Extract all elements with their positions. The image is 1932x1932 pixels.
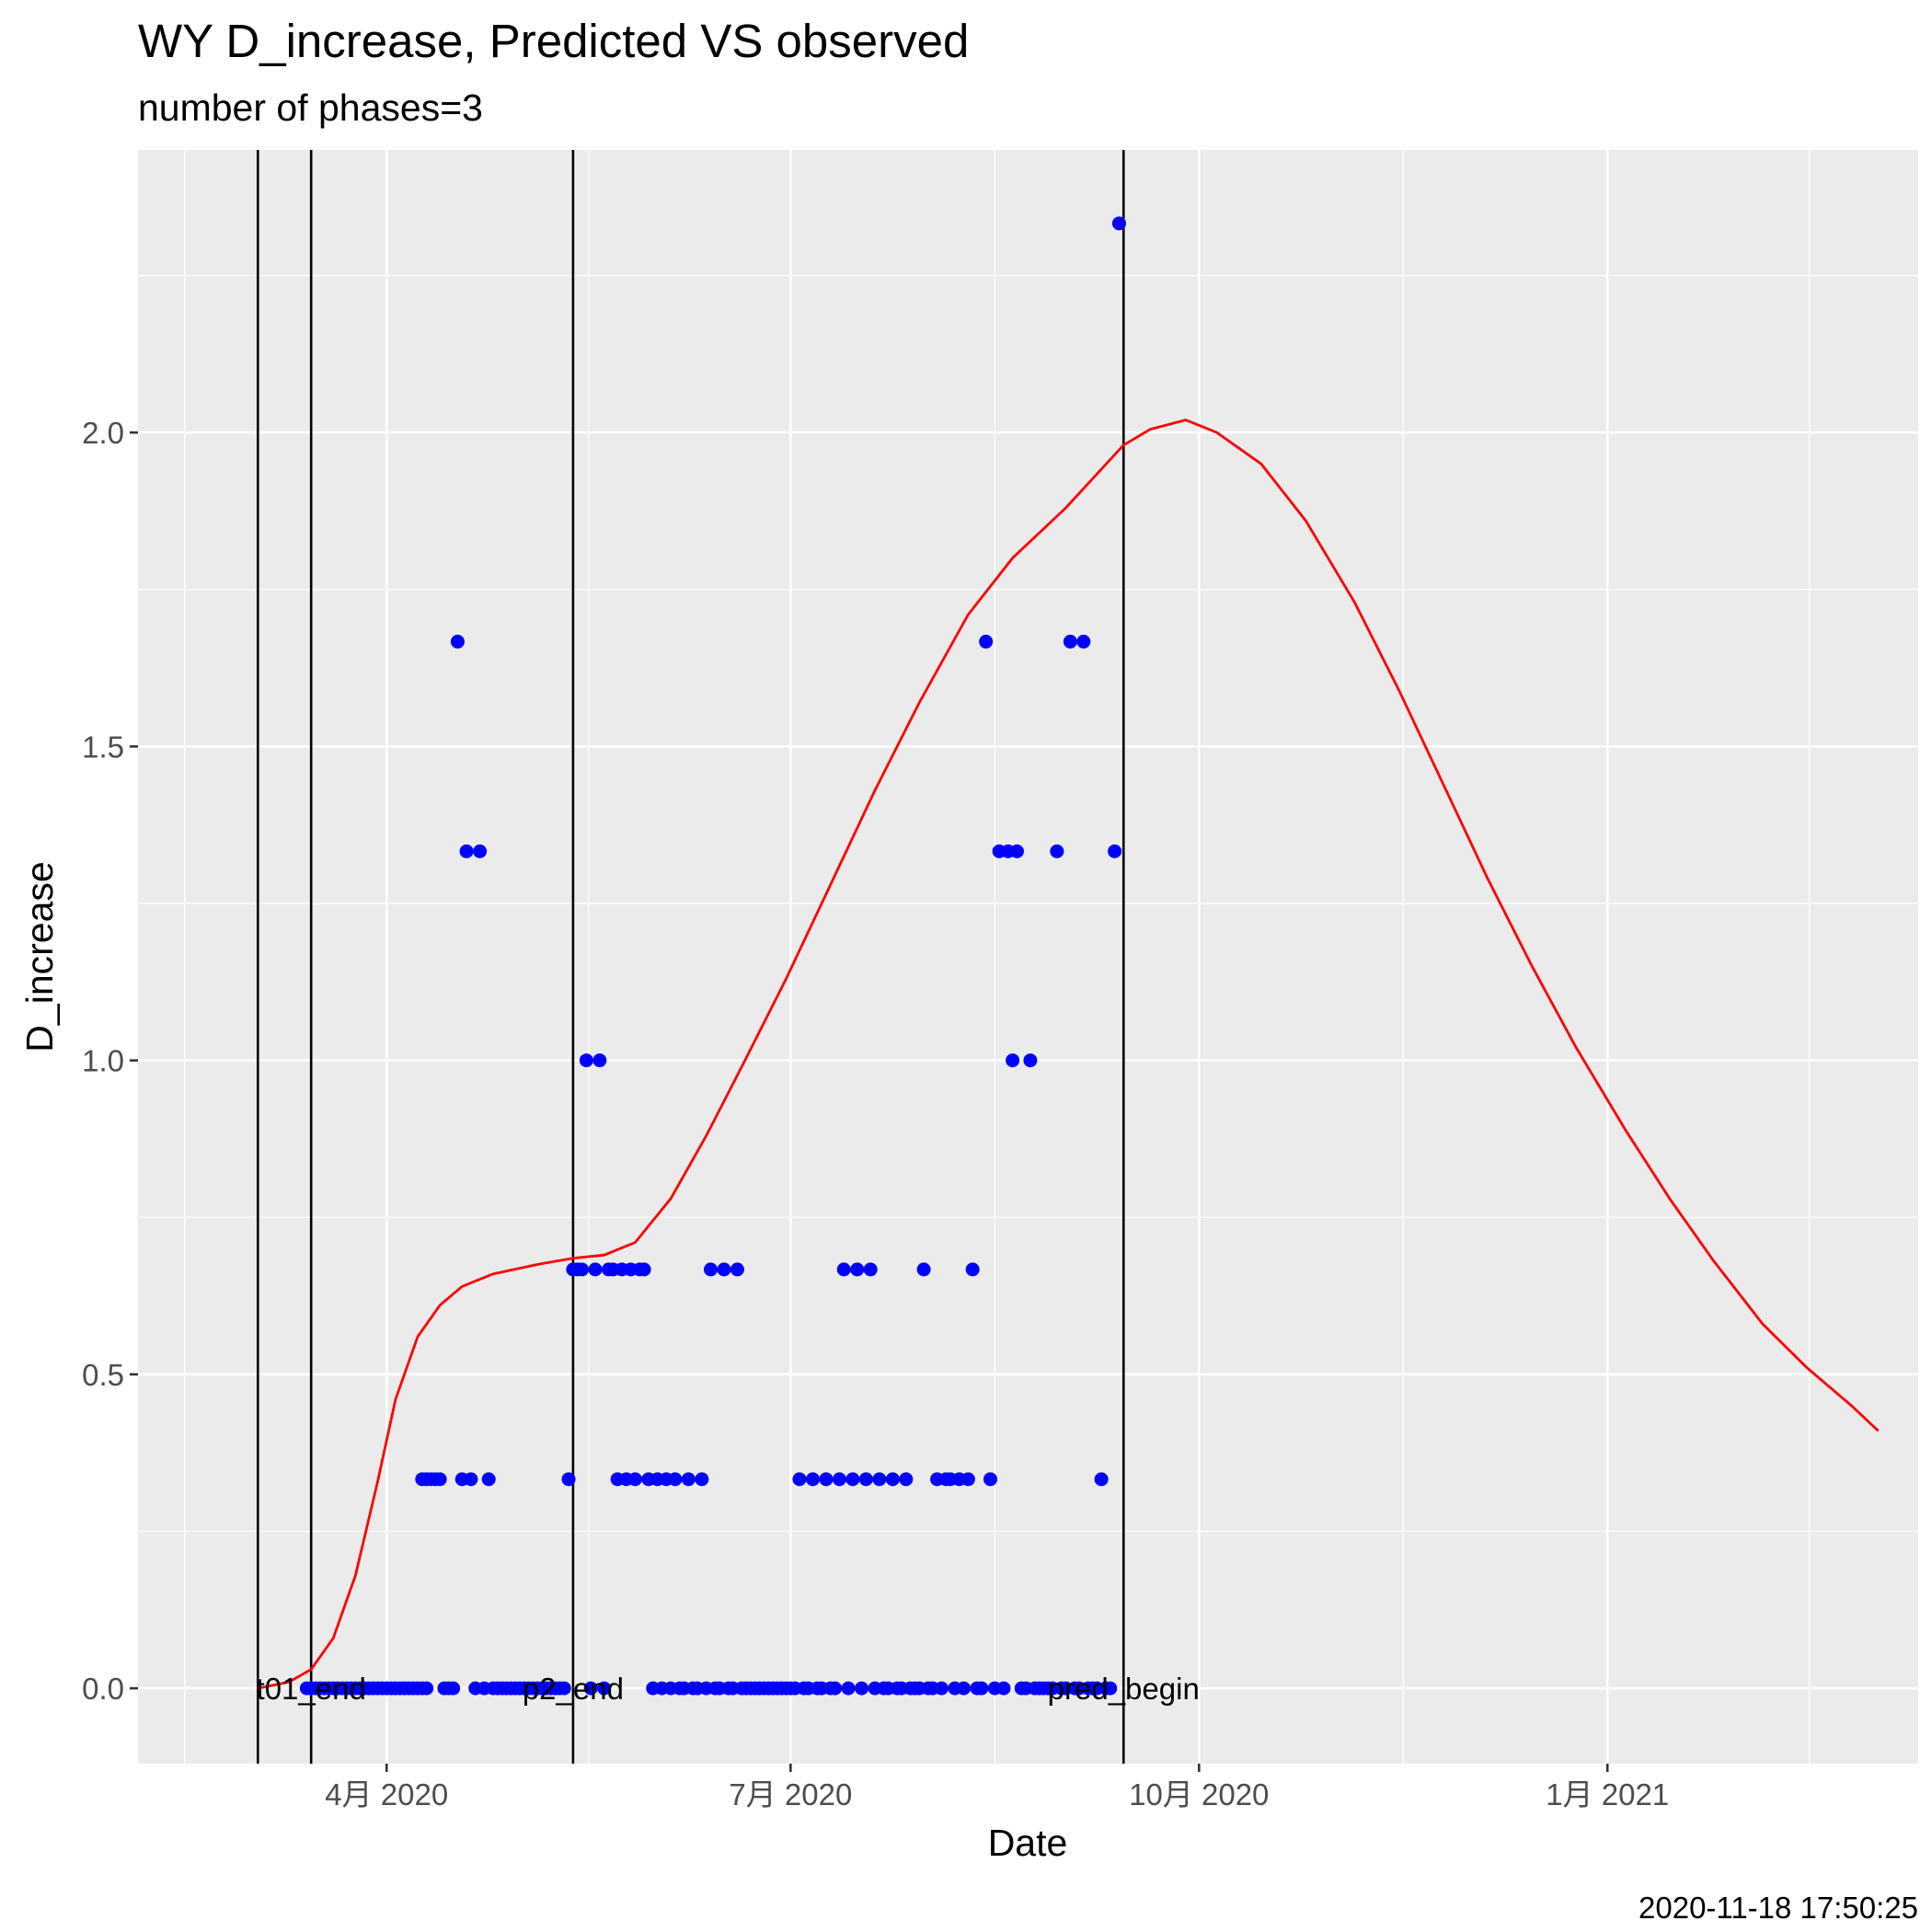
observed-point xyxy=(481,1472,496,1487)
x-tick-label: 10月 2020 xyxy=(1129,1777,1269,1811)
observed-point xyxy=(1094,1472,1109,1487)
observed-point xyxy=(1108,844,1122,858)
predicted-line xyxy=(258,419,1880,1690)
observed-point xyxy=(668,1472,683,1487)
y-tick-label: 1.0 xyxy=(82,1044,124,1078)
x-tick-label: 4月 2020 xyxy=(325,1777,448,1811)
observed-point xyxy=(792,1472,807,1487)
observed-point xyxy=(832,1472,846,1487)
x-axis-title: Date xyxy=(988,1822,1068,1864)
observed-point xyxy=(1006,1053,1020,1068)
observed-point xyxy=(592,1053,607,1068)
observed-point xyxy=(557,1681,571,1696)
observed-points xyxy=(299,216,1126,1696)
observed-point xyxy=(473,844,488,858)
observed-point xyxy=(858,1472,873,1487)
observed-point xyxy=(836,1262,851,1277)
observed-point xyxy=(1111,216,1126,231)
observed-point xyxy=(561,1472,576,1487)
observed-point xyxy=(450,634,465,649)
observed-point xyxy=(979,634,994,649)
phase-line-label: p2_end xyxy=(523,1672,624,1706)
y-tick-label: 1.5 xyxy=(82,730,124,764)
timestamp-caption: 2020-11-18 17:50:25 xyxy=(1639,1891,1918,1925)
observed-point xyxy=(872,1472,887,1487)
observed-point xyxy=(637,1262,651,1277)
observed-point xyxy=(819,1472,834,1487)
observed-point xyxy=(899,1472,914,1487)
x-tick-label: 1月 2021 xyxy=(1546,1777,1669,1811)
observed-point xyxy=(575,1262,590,1277)
observed-point xyxy=(1009,844,1024,858)
observed-point xyxy=(1050,844,1064,858)
observed-point xyxy=(446,1681,461,1696)
observed-point xyxy=(841,1681,856,1696)
observed-point xyxy=(1103,1681,1118,1696)
observed-point xyxy=(432,1472,447,1487)
plot-panel xyxy=(138,150,1918,1764)
phase-lines xyxy=(256,150,1125,1764)
observed-point xyxy=(934,1681,949,1696)
observed-point xyxy=(681,1472,696,1487)
observed-point xyxy=(805,1472,820,1487)
observed-point xyxy=(1063,634,1077,649)
phase-line-label: t01_end xyxy=(257,1672,366,1706)
phase-line-labels: t01_end p2_end pred_begin xyxy=(257,1672,1200,1706)
observed-point xyxy=(703,1262,718,1277)
phase-line-label: pred_begin xyxy=(1048,1672,1200,1706)
observed-point xyxy=(717,1262,731,1277)
y-tick-label: 2.0 xyxy=(82,416,124,450)
observed-point xyxy=(957,1681,972,1696)
observed-point xyxy=(1023,1053,1038,1068)
observed-point xyxy=(885,1472,900,1487)
observed-point xyxy=(850,1262,865,1277)
observed-point xyxy=(983,1472,997,1487)
chart-title: WY D_increase, Predicted VS observed xyxy=(138,15,969,67)
y-axis-title: D_increase xyxy=(18,861,61,1052)
observed-point xyxy=(845,1472,860,1487)
observed-point xyxy=(863,1262,878,1277)
grid-minor xyxy=(138,150,1918,1764)
observed-point xyxy=(855,1681,869,1696)
observed-point xyxy=(583,1681,598,1696)
chart-subtitle: number of phases=3 xyxy=(138,86,483,129)
observed-point xyxy=(420,1681,434,1696)
observed-point xyxy=(828,1681,843,1696)
y-tick-label: 0.0 xyxy=(82,1672,124,1706)
observed-point xyxy=(464,1472,478,1487)
observed-point xyxy=(996,1681,1011,1696)
observed-point xyxy=(588,1262,603,1277)
observed-point xyxy=(965,1262,980,1277)
y-tick-label: 0.5 xyxy=(82,1358,124,1392)
observed-point xyxy=(579,1053,593,1068)
observed-point xyxy=(916,1262,931,1277)
observed-point xyxy=(730,1262,744,1277)
observed-point xyxy=(627,1472,642,1487)
observed-point xyxy=(960,1472,975,1487)
observed-point xyxy=(974,1681,989,1696)
observed-point xyxy=(597,1681,612,1696)
observed-point xyxy=(459,844,474,858)
y-axis-ticks: 0.0 0.5 1.0 1.5 2.0 xyxy=(82,416,138,1706)
observed-point xyxy=(695,1472,709,1487)
x-axis-ticks: 4月 2020 7月 2020 10月 2020 1月 2021 xyxy=(325,1764,1669,1811)
observed-point xyxy=(1076,634,1091,649)
x-tick-label: 7月 2020 xyxy=(729,1777,852,1811)
